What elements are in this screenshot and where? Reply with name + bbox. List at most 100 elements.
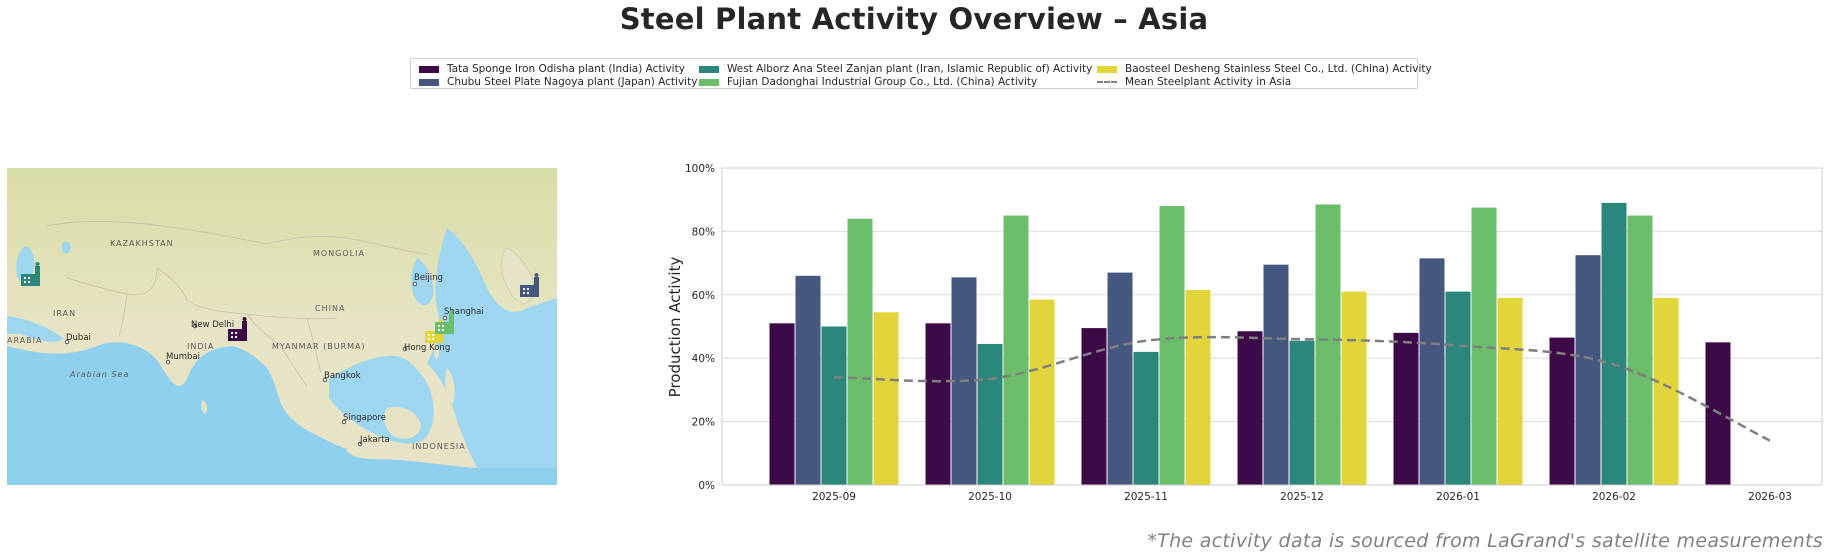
bar: [821, 326, 847, 485]
caspian-sea: [16, 246, 35, 282]
bar: [1003, 215, 1029, 486]
legend-item: Tata Sponge Iron Odisha plant (India) Ac…: [419, 63, 685, 75]
city-dots: [64, 281, 448, 447]
legend-label: West Alborz Ana Steel Zanjan plant (Iran…: [727, 63, 1093, 75]
factory-icon: [228, 317, 247, 341]
city-label: Shanghai: [444, 307, 484, 317]
bar: [1627, 215, 1653, 486]
bar: [1133, 351, 1159, 485]
source-footnote: *The activity data is sourced from LaGra…: [1147, 530, 1823, 552]
legend-label: Tata Sponge Iron Odisha plant (India) Ac…: [447, 63, 685, 75]
x-tick-label: 2026-01: [1436, 491, 1480, 503]
factory-icon: [21, 262, 40, 286]
bar: [1393, 332, 1419, 485]
legend-item: Fujian Dadonghai Industrial Group Co., L…: [699, 76, 1037, 88]
map: KAZAKHSTAN MONGOLIA CHINA IRAN INDIA MYA…: [7, 168, 557, 485]
indian-ocean: [7, 342, 557, 485]
x-tick-label: 2025-11: [1124, 491, 1168, 503]
map-label: Arabian Sea: [69, 370, 129, 379]
x-tick-label: 2025-12: [1280, 491, 1324, 503]
pacific-ocean: [427, 228, 557, 468]
chart-title: Steel Plant Activity Overview – Asia: [619, 2, 1209, 36]
map-label: MONGOLIA: [313, 249, 365, 258]
map-svg: KAZAKHSTAN MONGOLIA CHINA IRAN INDIA MYA…: [7, 168, 557, 485]
legend-label: Baosteel Desheng Stainless Steel Co., Lt…: [1125, 63, 1432, 75]
factory-icon: [435, 310, 454, 334]
bar: [873, 312, 899, 485]
y-tick-label: 100%: [685, 163, 715, 175]
city-label: Jakarta: [359, 435, 390, 445]
x-tick-label: 2025-10: [968, 491, 1012, 503]
x-tick-label: 2026-03: [1748, 491, 1792, 503]
legend-label: Mean Steelplant Activity in Asia: [1125, 76, 1292, 88]
bar: [1549, 337, 1575, 485]
borneo-land: [384, 406, 421, 439]
legend-label: Chubu Steel Plate Nagoya plant (Japan) A…: [447, 76, 698, 88]
legend-item: West Alborz Ana Steel Zanjan plant (Iran…: [699, 63, 1092, 75]
legend: Tata Sponge Iron Odisha plant (India) Ac…: [410, 58, 1432, 89]
legend-item: Chubu Steel Plate Nagoya plant (Japan) A…: [419, 76, 697, 88]
legend-line-swatch: [1097, 81, 1117, 83]
bar: [1159, 206, 1185, 486]
legend-color-swatch: [1097, 65, 1117, 73]
map-label: KAZAKHSTAN: [110, 239, 174, 248]
city-label: Mumbai: [166, 352, 200, 362]
bar: [847, 218, 873, 485]
bar: [1497, 297, 1523, 485]
map-label: INDIA: [187, 342, 214, 351]
map-label: INDONESIA: [412, 442, 466, 451]
bar: [769, 323, 795, 485]
sri-lanka-land: [201, 400, 208, 414]
y-tick-label: 40%: [692, 353, 715, 365]
bar: [1601, 202, 1627, 485]
city-label: Singapore: [343, 413, 386, 423]
bar: [1419, 258, 1445, 485]
sumatra-land: [305, 404, 345, 443]
legend-color-swatch: [419, 65, 439, 73]
x-tick-label: 2026-02: [1592, 491, 1636, 503]
persian-gulf: [7, 316, 63, 342]
legend-label: Fujian Dadonghai Industrial Group Co., L…: [727, 76, 1038, 88]
plot-frame: [721, 167, 1823, 486]
map-label: CHINA: [315, 304, 345, 313]
bar: [1081, 328, 1107, 485]
map-label: MYANMAR (BURMA): [272, 342, 366, 351]
country-borders: [46, 221, 428, 387]
bar: [1315, 204, 1341, 485]
philippines-land: [445, 368, 455, 404]
legend-color-swatch: [699, 78, 719, 86]
bar: [1107, 272, 1133, 485]
city-label: Hong Kong: [404, 343, 450, 353]
legend-color-swatch: [419, 78, 439, 86]
map-label: ARABIA: [7, 336, 43, 345]
bar: [1185, 290, 1211, 485]
bar: [1341, 291, 1367, 485]
bar: [1653, 297, 1679, 485]
taiwan-land: [433, 344, 440, 360]
x-tick-label: 2025-09: [812, 491, 856, 503]
bar: [1289, 340, 1315, 485]
bar: [795, 275, 821, 485]
y-tick-label: 0%: [698, 480, 715, 492]
city-label: Beijing: [414, 273, 443, 283]
city-label: Bangkok: [324, 371, 361, 381]
mean-activity-line: [833, 335, 1771, 442]
map-label: IRAN: [53, 309, 76, 318]
legend-item: Baosteel Desheng Stainless Steel Co., Lt…: [1097, 63, 1432, 75]
bar: [1263, 264, 1289, 485]
legend-item: Mean Steelplant Activity in Asia: [1097, 76, 1291, 88]
city-label: Dubai: [66, 333, 91, 343]
city-label: New Delhi: [191, 320, 234, 330]
bar: [977, 343, 1003, 485]
bar: [1029, 299, 1055, 485]
bar: [925, 323, 951, 485]
legend-color-swatch: [699, 65, 719, 73]
y-tick-label: 20%: [692, 417, 715, 429]
bay-of-bengal: [229, 346, 283, 412]
y-tick-label: 60%: [692, 290, 715, 302]
y-tick-label: 80%: [692, 226, 715, 238]
java-land: [346, 448, 399, 460]
yellow-sea: [411, 258, 434, 306]
factory-icon: [520, 273, 539, 297]
